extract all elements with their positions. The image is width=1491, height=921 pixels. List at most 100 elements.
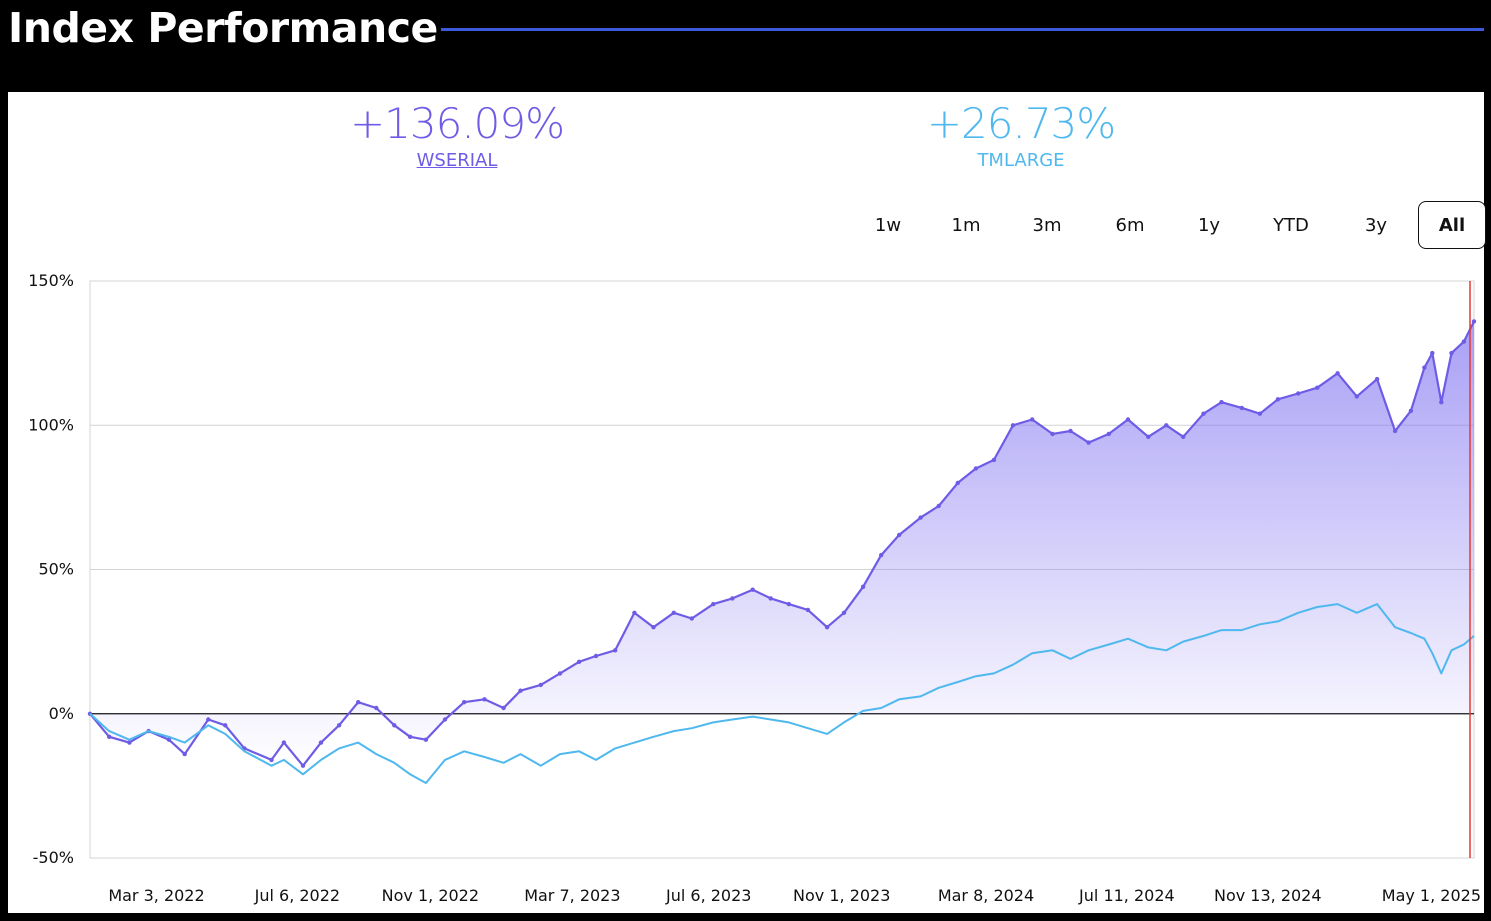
x-tick-label: Nov 1, 2022 xyxy=(382,886,479,905)
wserial-area xyxy=(90,321,1474,766)
wserial-point xyxy=(1106,431,1112,437)
wserial-point xyxy=(1181,434,1186,439)
wserial-point xyxy=(860,584,866,589)
wserial-point xyxy=(711,601,716,607)
wserial-point xyxy=(576,659,582,664)
axes: 150% 100% 50% 0% -50% Mar 3, 2022 Jul 6, 2022 N… xyxy=(28,271,1481,905)
tmlarge-summary: +26.73% TMLARGE xyxy=(871,98,1171,172)
wserial-point xyxy=(127,740,132,745)
wserial-point xyxy=(269,757,274,763)
wserial-point xyxy=(786,601,791,607)
wserial-point xyxy=(1461,339,1467,344)
wserial-point xyxy=(613,648,618,653)
range-all-button[interactable]: All xyxy=(1418,201,1486,249)
wserial-link[interactable]: WSERIAL xyxy=(416,150,498,171)
range-6m-button[interactable]: 6m xyxy=(1088,201,1172,249)
x-tick-label: May 1, 2025 xyxy=(1382,886,1481,905)
wserial-point xyxy=(1449,350,1454,356)
wserial-return: +136.09% xyxy=(349,99,565,148)
wserial-point xyxy=(936,503,941,509)
wserial-point xyxy=(518,688,523,693)
wserial-point xyxy=(482,697,487,702)
tmlarge-label: TMLARGE xyxy=(977,150,1065,171)
wserial-point xyxy=(1239,405,1245,411)
wserial-point xyxy=(1392,428,1398,434)
range-1y-button[interactable]: 1y xyxy=(1172,201,1246,249)
wserial-point xyxy=(593,653,599,659)
wserial-point xyxy=(918,515,923,520)
wserial-point xyxy=(1422,365,1427,370)
wserial-point xyxy=(1010,423,1016,428)
time-range-selector: 1w 1m 3m 6m 1y YTD 3y All xyxy=(850,201,1486,249)
range-3y-button[interactable]: 3y xyxy=(1336,201,1416,249)
wserial-point xyxy=(538,682,543,688)
wserial-point xyxy=(841,610,847,615)
wserial-point xyxy=(1430,350,1435,356)
series-lines xyxy=(87,319,1477,784)
wserial-point xyxy=(1201,411,1206,416)
y-tick-label: 0% xyxy=(49,704,74,723)
range-3m-button[interactable]: 3m xyxy=(1006,201,1088,249)
wserial-point xyxy=(955,480,960,486)
wserial-point xyxy=(1050,431,1055,437)
wserial-point xyxy=(407,734,413,739)
wserial-point xyxy=(1471,319,1477,324)
area-layer xyxy=(90,321,1474,766)
wserial-point xyxy=(300,763,306,768)
wserial-point xyxy=(1068,428,1073,434)
range-1w-button[interactable]: 1w xyxy=(850,201,926,249)
wserial-point xyxy=(1086,440,1091,445)
wserial-point xyxy=(1374,376,1380,382)
wserial-point xyxy=(166,737,172,742)
y-tick-label: 150% xyxy=(28,271,74,290)
wserial-point xyxy=(206,717,211,722)
wserial-point xyxy=(805,607,811,613)
header-divider xyxy=(441,28,1484,31)
wserial-point xyxy=(768,596,773,601)
wserial-point xyxy=(1275,397,1281,402)
wserial-point xyxy=(651,625,656,630)
wserial-point xyxy=(318,740,324,745)
wserial-point xyxy=(442,717,448,722)
wserial-point xyxy=(897,532,902,538)
wserial-point xyxy=(671,610,676,615)
wserial-point xyxy=(107,734,112,739)
x-tick-label: Jul 6, 2022 xyxy=(254,886,340,905)
wserial-point xyxy=(423,737,429,742)
x-tick-label: Jul 11, 2024 xyxy=(1078,886,1175,905)
x-tick-label: Mar 3, 2022 xyxy=(108,886,204,905)
wserial-point xyxy=(1315,385,1320,390)
wserial-point xyxy=(824,625,830,630)
wserial-point xyxy=(223,723,228,728)
wserial-point xyxy=(392,723,397,728)
wserial-point xyxy=(1125,417,1131,422)
tmlarge-return: +26.73% xyxy=(926,99,1116,148)
wserial-point xyxy=(462,700,467,705)
wserial-point xyxy=(1408,408,1414,413)
range-ytd-button[interactable]: YTD xyxy=(1246,201,1336,249)
x-tick-label: Nov 13, 2024 xyxy=(1214,886,1322,905)
wserial-point xyxy=(501,705,506,711)
wserial-point xyxy=(750,587,755,592)
wserial-point xyxy=(689,616,694,621)
wserial-point xyxy=(1296,391,1301,396)
wserial-point xyxy=(1439,400,1444,405)
wserial-point xyxy=(632,610,637,615)
wserial-point xyxy=(182,751,187,757)
y-tick-label: 50% xyxy=(38,560,74,579)
page-title: Index Performance xyxy=(8,4,438,52)
wserial-point xyxy=(973,466,979,471)
range-1m-button[interactable]: 1m xyxy=(926,201,1006,249)
wserial-point xyxy=(1335,371,1340,376)
x-tick-label: Mar 7, 2023 xyxy=(524,886,620,905)
wserial-point xyxy=(1164,423,1169,428)
wserial-point xyxy=(557,671,563,676)
wserial-point xyxy=(1257,411,1263,416)
wserial-point xyxy=(1354,394,1360,399)
x-tick-label: Jul 6, 2023 xyxy=(665,886,751,905)
wserial-point xyxy=(1146,434,1151,439)
wserial-summary: +136.09% WSERIAL xyxy=(307,98,607,172)
header-bar: Index Performance xyxy=(0,0,1491,92)
x-tick-label: Mar 8, 2024 xyxy=(938,886,1034,905)
